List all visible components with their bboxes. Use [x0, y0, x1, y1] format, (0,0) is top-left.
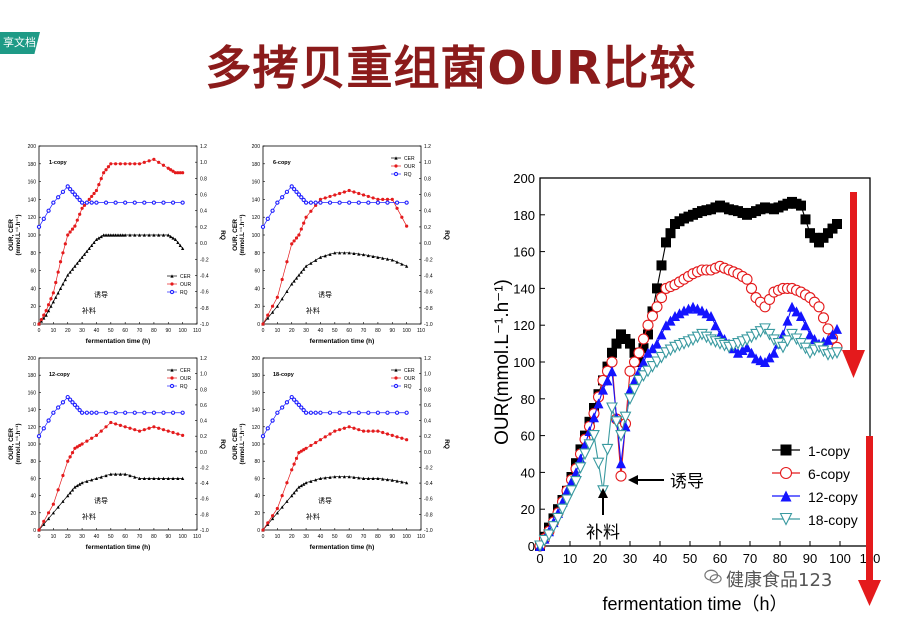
y-tick-label: 80	[521, 392, 535, 407]
point-1-copy	[607, 348, 617, 358]
series-line-1-copy	[540, 202, 837, 546]
legend-marker-1-copy	[781, 445, 792, 456]
point-12-copy	[769, 348, 779, 358]
point-6-copy	[819, 313, 829, 323]
x-tick-label: 80	[773, 551, 787, 566]
annotation-feed: 补料	[586, 523, 620, 542]
point-18-copy	[625, 394, 635, 404]
point-6-copy	[634, 348, 644, 358]
point-1-copy	[666, 228, 676, 238]
point-12-copy	[711, 320, 721, 330]
point-6-copy	[814, 302, 824, 312]
x-tick-label: 30	[623, 551, 637, 566]
y-tick-label: 20	[521, 502, 535, 517]
point-6-copy	[742, 274, 752, 284]
point-6-copy	[657, 293, 667, 303]
trend-arrow-lower-head	[858, 580, 881, 606]
point-1-copy	[832, 219, 842, 229]
watermark-text: 健康食品123	[726, 566, 832, 592]
point-6-copy	[616, 471, 626, 481]
point-6-copy	[607, 357, 617, 367]
y-tick-label: 180	[513, 208, 535, 223]
x-tick-label: 0	[536, 551, 543, 566]
point-1-copy	[657, 260, 667, 270]
point-12-copy	[657, 329, 667, 339]
x-tick-label: 70	[743, 551, 757, 566]
point-6-copy	[639, 334, 649, 344]
y-tick-label: 160	[513, 245, 535, 260]
point-6-copy	[643, 320, 653, 330]
point-12-copy	[652, 339, 662, 349]
legend-label-1-copy: 1-copy	[808, 443, 850, 459]
trend-arrow-upper-head	[842, 350, 865, 378]
point-1-copy	[801, 214, 811, 224]
point-1-copy	[625, 339, 635, 349]
point-1-copy	[661, 237, 671, 247]
legend-marker-6-copy	[781, 468, 792, 479]
induce-arrowhead	[628, 475, 638, 485]
y-tick-label: 60	[521, 429, 535, 444]
point-12-copy	[616, 458, 626, 468]
x-tick-label: 40	[653, 551, 667, 566]
point-6-copy	[625, 366, 635, 376]
point-1-copy	[612, 339, 622, 349]
x-tick-label: 20	[593, 551, 607, 566]
trend-arrow-lower-shaft	[866, 436, 873, 582]
y-axis-label: OUR(mmol.L⁻¹.h⁻¹)	[492, 279, 513, 445]
y-tick-label: 140	[513, 281, 535, 296]
point-6-copy	[747, 283, 757, 293]
legend-label-12-copy: 12-copy	[808, 489, 858, 505]
x-axis-label: fermentation time（h）	[602, 594, 787, 614]
x-tick-label: 10	[563, 551, 577, 566]
y-tick-label: 0	[528, 539, 535, 554]
x-tick-label: 50	[683, 551, 697, 566]
y-tick-label: 40	[521, 465, 535, 480]
y-tick-label: 200	[513, 171, 535, 186]
trend-arrow-upper-shaft	[850, 192, 857, 352]
point-12-copy	[783, 316, 793, 326]
y-tick-label: 120	[513, 318, 535, 333]
legend-label-6-copy: 6-copy	[808, 466, 850, 482]
point-6-copy	[652, 302, 662, 312]
point-18-copy	[594, 458, 604, 468]
wechat-icon	[704, 568, 722, 586]
legend-label-18-copy: 18-copy	[808, 512, 858, 528]
point-18-copy	[603, 444, 613, 454]
point-6-copy	[630, 357, 640, 367]
x-tick-label: 100	[829, 551, 851, 566]
x-tick-label: 90	[803, 551, 817, 566]
point-6-copy	[648, 311, 658, 321]
y-tick-label: 100	[513, 355, 535, 370]
point-12-copy	[801, 320, 811, 330]
annotation-induce: 诱导	[670, 472, 704, 491]
x-tick-label: 60	[713, 551, 727, 566]
point-1-copy	[796, 201, 806, 211]
